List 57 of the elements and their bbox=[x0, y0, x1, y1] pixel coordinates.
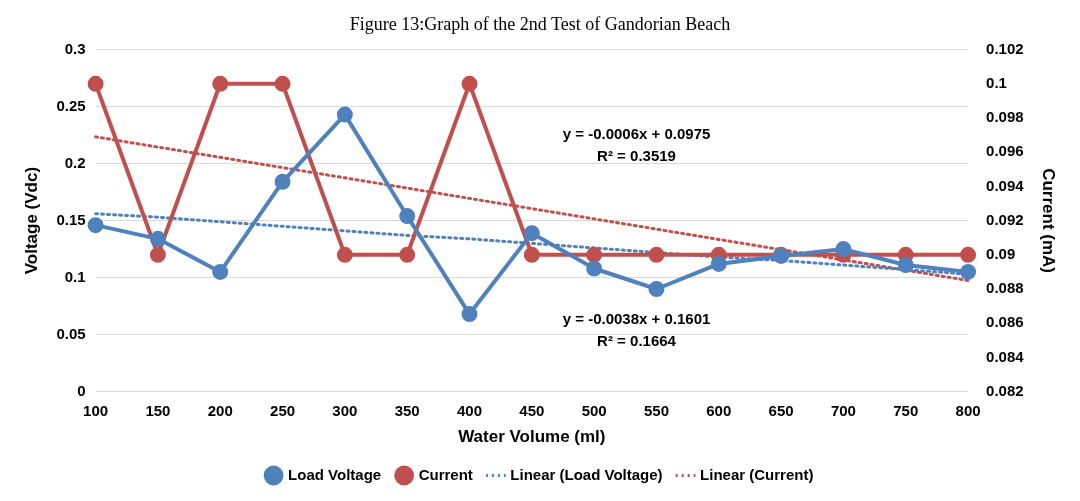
y-tick-label: 0 bbox=[77, 381, 86, 399]
legend-label: Linear (Current) bbox=[700, 465, 814, 483]
y2-tick-label: 0.094 bbox=[986, 176, 1025, 194]
x-tick-label: 100 bbox=[83, 401, 109, 419]
point bbox=[835, 241, 852, 258]
x-tick-label: 600 bbox=[706, 401, 732, 419]
y-tick-label: 0.3 bbox=[64, 39, 86, 57]
point bbox=[274, 173, 291, 190]
x-tick-label: 300 bbox=[332, 401, 358, 419]
point bbox=[87, 217, 104, 234]
y2-tick-label: 0.09 bbox=[986, 244, 1016, 262]
x-tick-label: 650 bbox=[768, 401, 794, 419]
legend-label: Current bbox=[418, 465, 473, 483]
y2-axis-title: Current (mA) bbox=[1039, 168, 1059, 274]
x-tick-label: 450 bbox=[519, 401, 545, 419]
x-tick-label: 700 bbox=[830, 401, 856, 419]
y-tick-label: 0.1 bbox=[64, 267, 86, 285]
y2-tick-label: 0.084 bbox=[986, 347, 1025, 365]
point bbox=[523, 225, 540, 242]
x-tick-label: 500 bbox=[581, 401, 607, 419]
y-axis-title: Voltage (Vdc) bbox=[21, 166, 41, 275]
point bbox=[586, 260, 603, 277]
point bbox=[336, 106, 353, 123]
x-tick-label: 400 bbox=[456, 401, 483, 419]
y2-tick-label: 0.088 bbox=[986, 279, 1024, 297]
legend-label: Linear (Load Voltage) bbox=[510, 465, 663, 483]
annotation: y = -0.0006x + 0.0975 R² = 0.3519 bbox=[562, 125, 711, 165]
y2-tick-label: 0.082 bbox=[986, 381, 1024, 399]
x-tick-label: 250 bbox=[270, 401, 296, 419]
point bbox=[648, 281, 665, 297]
y2-tick-label: 0.092 bbox=[986, 210, 1024, 228]
x-tick-label: 750 bbox=[893, 401, 919, 419]
y-tick-label: 0.25 bbox=[56, 96, 86, 114]
point bbox=[461, 306, 478, 323]
x-tick-label: 550 bbox=[643, 401, 669, 419]
x-tick-label: 800 bbox=[955, 401, 981, 419]
point bbox=[399, 208, 416, 225]
y2-tick-label: 0.102 bbox=[986, 39, 1024, 57]
x-axis-title: Water Volume (ml) bbox=[458, 427, 606, 447]
x-tick-label: 350 bbox=[394, 401, 420, 419]
x-tick-label: 150 bbox=[145, 401, 171, 419]
annotation: y = -0.0038x + 0.1601 R² = 0.1664 bbox=[562, 309, 711, 349]
chart-title: Figure 13:Graph of the 2nd Test of Gandorian Beach bbox=[349, 13, 731, 34]
y2-tick-label: 0.096 bbox=[986, 142, 1024, 160]
y-tick-label: 0.2 bbox=[64, 153, 86, 171]
point bbox=[897, 257, 914, 274]
y2-tick-label: 0.1 bbox=[986, 73, 1007, 91]
point bbox=[149, 230, 166, 247]
y-tick-label: 0.05 bbox=[56, 324, 86, 342]
legend-label: Load Voltage bbox=[288, 465, 382, 483]
point bbox=[960, 263, 977, 280]
point bbox=[710, 255, 727, 272]
y-tick-label: 0.15 bbox=[56, 210, 86, 228]
y2-tick-label: 0.086 bbox=[986, 313, 1024, 331]
y2-tick-label: 0.098 bbox=[986, 108, 1024, 126]
point bbox=[212, 263, 229, 280]
x-tick-label: 200 bbox=[207, 401, 233, 419]
